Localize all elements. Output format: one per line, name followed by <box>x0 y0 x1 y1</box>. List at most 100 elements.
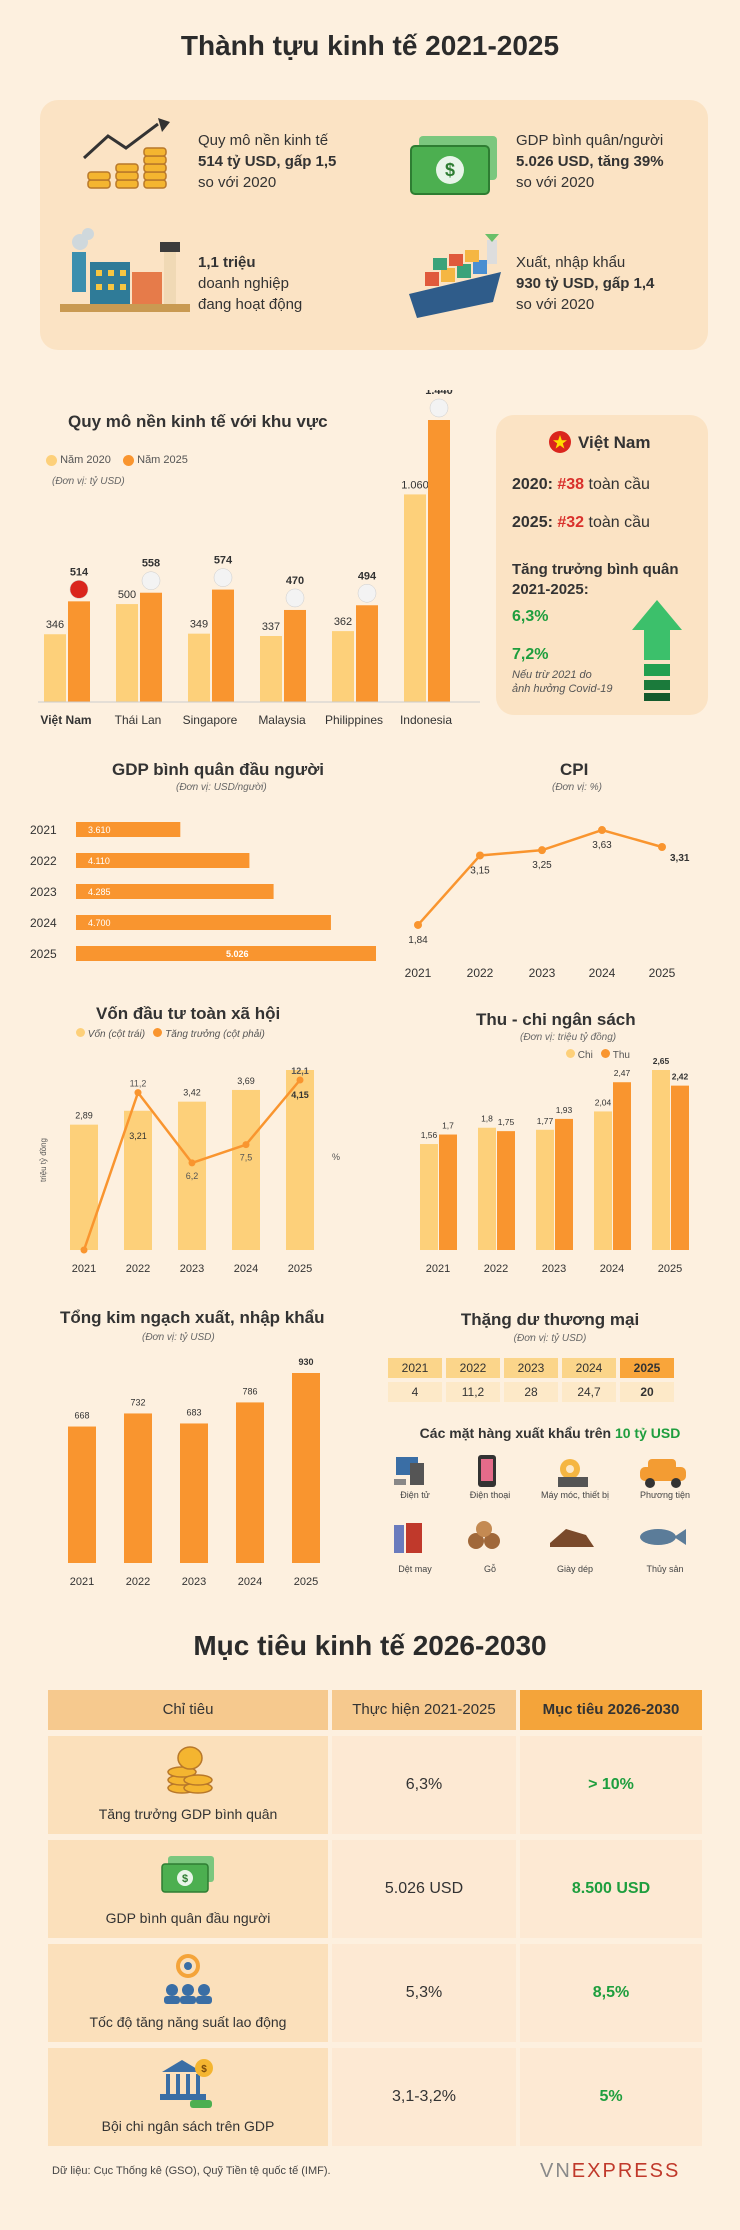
growth-point <box>80 1246 88 1254</box>
target-row-label: Bội chi ngân sách trên GDP <box>101 2118 275 2134</box>
data-label: 1.440 <box>425 390 453 397</box>
highlight-2-line3: so với 2020 <box>516 174 595 191</box>
tick-label: 2025 <box>288 1263 312 1275</box>
budget-chart: 1,56 1,7 2021 1,8 1,75 2022 1,771,93 2023 2,04 2,… <box>420 1056 689 1275</box>
data-label: 4.700 <box>88 918 111 928</box>
y-axis-right-label: % <box>332 1152 340 1162</box>
tick-label: 2025 <box>658 1263 682 1275</box>
surplus-year: 2025 <box>620 1358 674 1378</box>
data-label: 1,56 <box>421 1130 438 1140</box>
growth-point <box>296 1076 304 1084</box>
growth-point <box>134 1089 142 1097</box>
highlight-2-line2: 5.026 USD, tăng 39% <box>516 153 664 170</box>
tick-label: 2022 <box>467 966 494 980</box>
bar <box>76 853 250 868</box>
bar-2020 <box>332 631 354 702</box>
surplus-year: 2022 <box>446 1358 500 1378</box>
growth-label: 6,2 <box>186 1171 199 1181</box>
target-row-label: Tốc độ tăng năng suất lao động <box>89 2014 287 2030</box>
bar-spend <box>420 1144 438 1250</box>
budget-chart-unit: (Đơn vị: triệu tỷ đồng) <box>520 1032 617 1043</box>
data-label: 786 <box>242 1386 257 1396</box>
legend-2025-label: Năm 2025 <box>137 454 188 466</box>
bar <box>232 1089 260 1250</box>
exports-title-highlight: 10 tỷ USD <box>614 1425 681 1441</box>
budget-legend: Chi Thu <box>566 1049 630 1061</box>
data-label: 930 <box>298 1357 313 1367</box>
highlight-1-line1: Quy mô nền kinh tế <box>198 132 329 149</box>
data-label: 349 <box>190 619 208 631</box>
budget-icon: $ <box>160 2059 213 2108</box>
budget-chart-title: Thu - chi ngân sách <box>476 1010 636 1029</box>
tick-label: 2025 <box>30 947 57 961</box>
data-label: 2,04 <box>595 1097 612 1107</box>
target-row-actual: 5,3% <box>332 1944 516 2042</box>
vietnam-box <box>496 415 708 715</box>
growth-point <box>242 1141 250 1149</box>
target-row-1-label-cell: Tăng trưởng GDP bình quân <box>48 1736 328 1834</box>
data-label: 2,65 <box>653 1056 670 1066</box>
cpi-chart-unit: (Đơn vị: %) <box>552 782 602 793</box>
data-label: 1,93 <box>556 1105 573 1115</box>
legend-2020-swatch <box>46 454 57 466</box>
surplus-table: 2021 2022 2023 2024 2025 4 11,2 28 24,7 … <box>384 1354 678 1406</box>
trade-chart: 668 2021 732 2022 683 2023 786 2024 930 2025 <box>68 1357 320 1588</box>
factory-icon <box>60 228 190 312</box>
data-point <box>414 920 422 929</box>
data-label: 4,15 <box>291 1090 309 1100</box>
target-row-2-label-cell: $ GDP bình quân đầu người <box>48 1840 328 1938</box>
coin-growth-icon <box>82 118 170 189</box>
productivity-icon <box>164 1954 212 2004</box>
brand-logo: VNEXPRESS <box>540 2160 680 2183</box>
data-label: 668 <box>74 1411 89 1421</box>
bar-spend <box>594 1111 612 1250</box>
tick-label: Indonesia <box>400 713 452 727</box>
target-row-label: Tăng trưởng GDP bình quân <box>98 1806 278 1822</box>
highlight-1-line2: 514 tỷ USD, gấp 1,5 <box>198 153 337 170</box>
target-row-actual: 3,1-3,2% <box>332 2048 516 2146</box>
legend-capital-label: Vốn (cột trái) <box>87 1029 146 1040</box>
highlight-3-line2: doanh nghiệp <box>198 275 289 292</box>
data-label: 574 <box>214 555 233 567</box>
brand-left: VN <box>540 2160 572 2182</box>
tick-label: 2023 <box>542 1263 566 1275</box>
phone-icon <box>478 1455 496 1487</box>
growth-title-1: Tăng trưởng bình quân <box>512 561 679 578</box>
tick-label: 2023 <box>529 966 556 980</box>
tick-label: 2021 <box>70 1576 94 1588</box>
growth-alt-value: 7,2% <box>512 646 549 663</box>
shoe-icon <box>550 1529 594 1547</box>
data-point <box>538 846 546 855</box>
legend-revenue-label: Thu <box>612 1050 630 1061</box>
bar-2020 <box>260 636 282 702</box>
highlight-4-line2: 930 tỷ USD, gấp 1,4 <box>516 275 655 292</box>
export-label: Phương tiện <box>640 1490 690 1500</box>
export-label: Giày dép <box>556 1564 594 1574</box>
data-label: 337 <box>262 621 280 633</box>
data-label: 5.026 <box>226 949 249 959</box>
cpi-chart: 1,84 2021 3,15 2022 3,25 2023 3,63 2024 3,31 2025 <box>405 826 690 980</box>
bar <box>292 1373 320 1563</box>
cpi-line <box>417 828 663 926</box>
bar <box>70 1124 98 1250</box>
rank-2025-value: #32 <box>557 514 585 531</box>
highlight-4-line3: so với 2020 <box>516 296 595 313</box>
bar-2025 <box>140 592 162 702</box>
bar <box>76 822 181 837</box>
bar-2025 <box>356 605 378 702</box>
bar <box>76 915 331 930</box>
data-point <box>476 851 484 860</box>
rank-2020-label: 2020: <box>512 476 553 493</box>
gdp-chart: 2021 3.610 2022 4.110 2023 4.285 2024 4.700 2025… <box>30 822 376 961</box>
targets-header-indicator: Chỉ tiêu <box>162 1701 214 1718</box>
rank-2020-value: #38 <box>557 476 585 493</box>
highlight-1-line3: so với 2020 <box>198 174 277 191</box>
highlight-2-line1: GDP bình quân/người <box>516 132 664 149</box>
bar-spend <box>536 1129 554 1250</box>
surplus-value: 4 <box>388 1382 442 1402</box>
country-flag-icon <box>429 398 449 418</box>
bar-2020 <box>188 633 210 702</box>
wood-icon <box>468 1521 500 1549</box>
bar-revenue <box>555 1118 573 1250</box>
export-label: Điện tử <box>400 1490 430 1500</box>
